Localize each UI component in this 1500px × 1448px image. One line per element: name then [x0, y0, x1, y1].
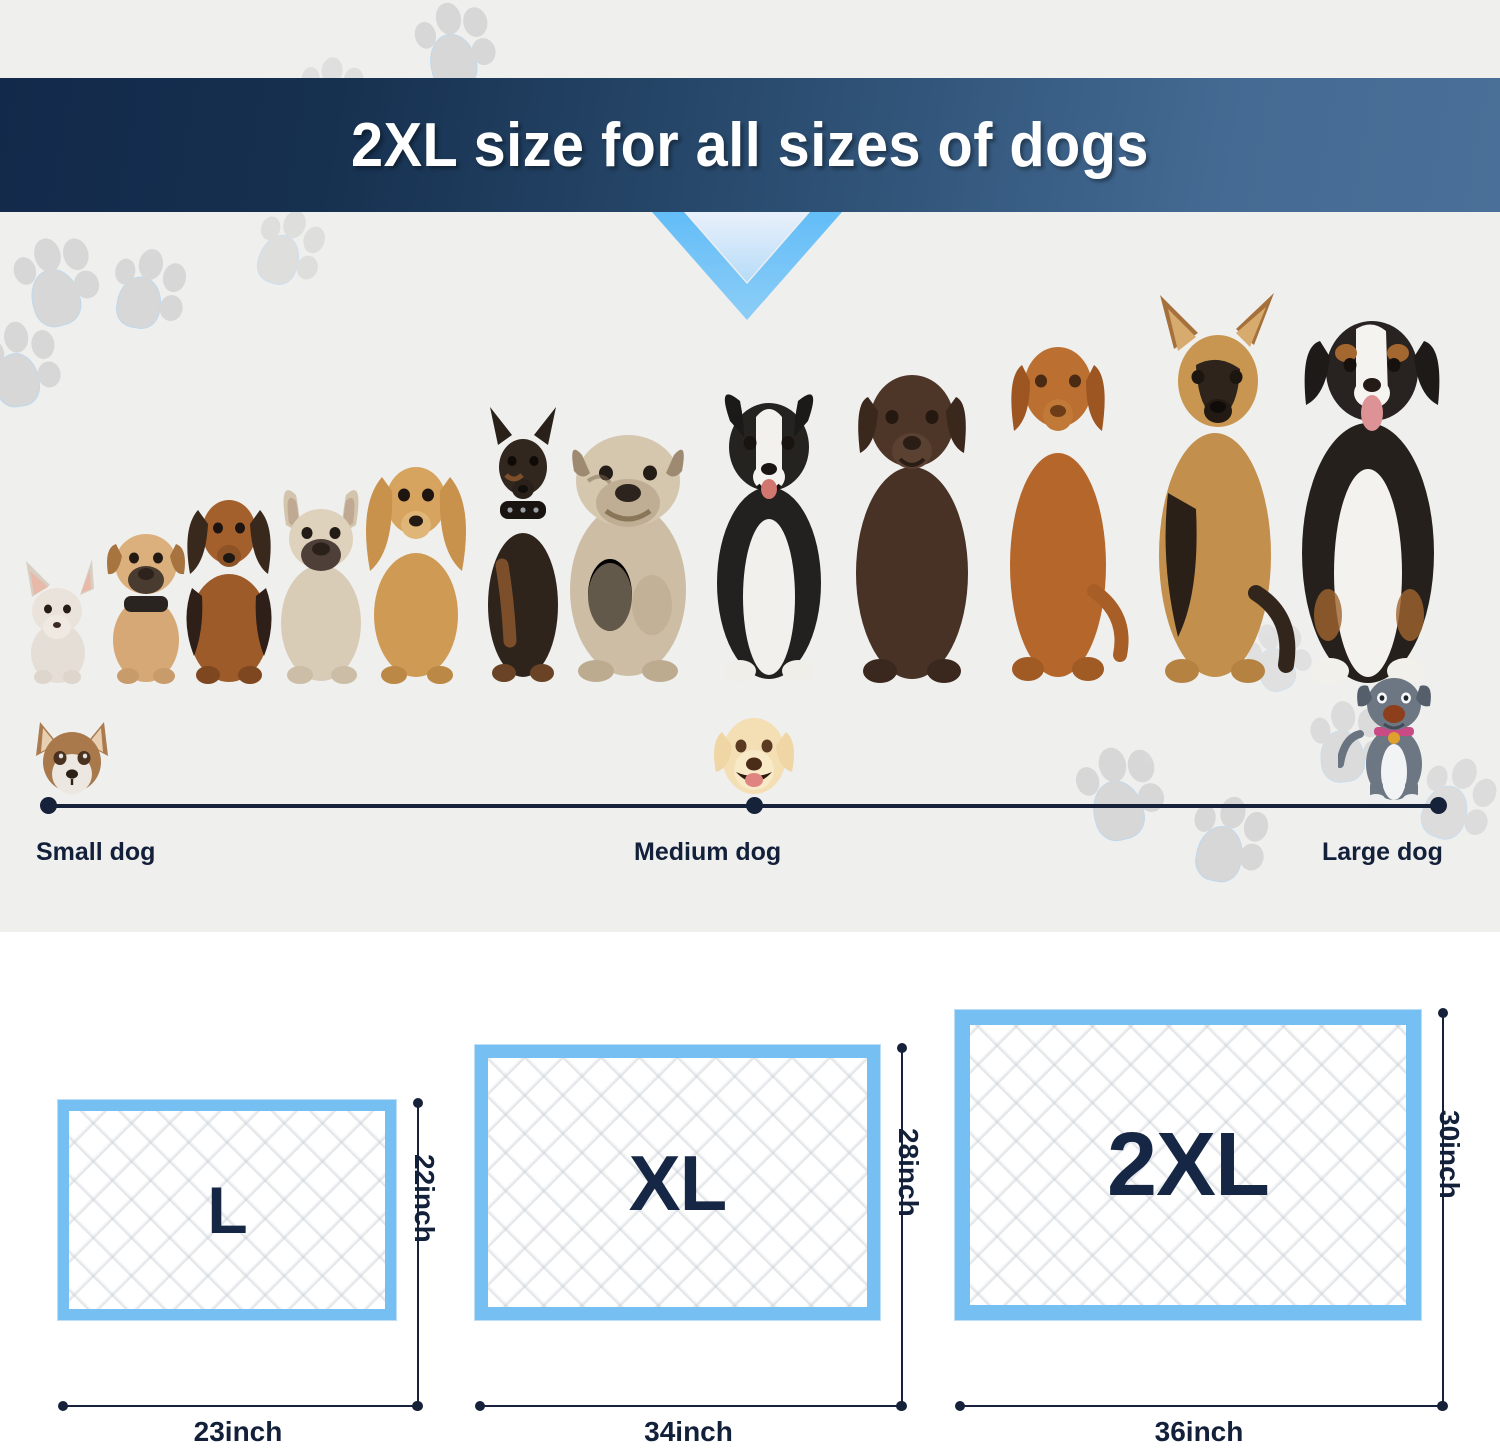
dog-dachshund — [168, 470, 290, 685]
dog-french-bulldog — [258, 455, 384, 685]
pad-xl: XL — [475, 1045, 880, 1320]
pad-2xl-size-label: 2XL — [1106, 1115, 1270, 1215]
header-banner: 2XL size for all sizes of dogs — [0, 78, 1500, 212]
pad-l-height-label: 22inch — [409, 1154, 440, 1243]
large-dog-body-icon — [1336, 672, 1450, 804]
pad-xl-height-dim-line — [901, 1047, 903, 1406]
pad-xl-size-label: XL — [628, 1138, 728, 1227]
pad-l-width-dim-dot-right — [412, 1401, 422, 1411]
dog-size-chart-panel: 2XL size for all sizes of dogs — [0, 0, 1500, 932]
scale-label-large: Large dog — [1322, 838, 1443, 866]
pad-xl-surface: XL — [488, 1058, 867, 1307]
pad-l-height-dim-line — [417, 1102, 419, 1406]
pad-l-width-dim-dot-left — [58, 1401, 68, 1411]
dog-german-shepherd — [1126, 293, 1304, 685]
pad-xl-height-label: 28inch — [893, 1128, 924, 1217]
pad-2xl-width-dim-dot-left — [955, 1401, 965, 1411]
pad-xl-width-dim-line — [479, 1405, 902, 1407]
labrador-face-icon — [706, 710, 802, 802]
dog-chocolate-labrador — [832, 335, 992, 685]
dog-size-lineup — [0, 285, 1500, 685]
pad-l: L — [58, 1100, 396, 1320]
pad-size-comparison-panel: L 22inch 23inch XL 28inch 34inch 2XL — [0, 932, 1500, 1447]
scale-label-small: Small dog — [36, 838, 156, 866]
down-chevron-icon — [652, 212, 842, 324]
scale-endpoint-large — [1430, 797, 1447, 814]
pad-2xl-width-dim-dot-right — [1437, 1401, 1447, 1411]
dog-cocker-spaniel — [352, 435, 480, 685]
scale-endpoint-small — [40, 797, 57, 814]
dog-bernese-mountain-dog — [1268, 285, 1468, 685]
pad-2xl-height-dim-line — [1442, 1012, 1444, 1406]
dog-english-bulldog — [548, 385, 708, 685]
scale-label-medium: Medium dog — [634, 838, 782, 866]
pad-2xl-width-label: 36inch — [1154, 1416, 1244, 1447]
pad-l-height-dim-dot-top — [413, 1098, 423, 1108]
pad-2xl-surface: 2XL — [970, 1025, 1406, 1305]
scale-endpoint-medium — [746, 797, 763, 814]
dog-vizsla — [978, 315, 1138, 685]
pad-xl-width-dim-dot-left — [475, 1401, 485, 1411]
pad-2xl: 2XL — [955, 1010, 1421, 1320]
pad-l-surface: L — [69, 1111, 385, 1309]
pad-2xl-height-label: 30inch — [1434, 1110, 1465, 1199]
size-scale-line — [48, 804, 1438, 808]
pad-l-size-label: L — [207, 1173, 247, 1247]
pad-l-width-label: 23inch — [193, 1416, 283, 1447]
pad-l-width-dim-line — [62, 1405, 418, 1407]
pad-2xl-height-dim-dot-top — [1438, 1008, 1448, 1018]
dog-border-collie — [694, 365, 844, 685]
pad-2xl-width-dim-line — [959, 1405, 1443, 1407]
dog-puggle — [88, 500, 204, 685]
dog-miniature-pinscher — [462, 405, 584, 685]
paw-print-icon — [1069, 731, 1190, 852]
page-title: 2XL size for all sizes of dogs — [351, 110, 1149, 180]
dog-chihuahua — [10, 545, 106, 685]
chihuahua-face-icon — [28, 716, 116, 800]
pad-xl-width-label: 34inch — [644, 1416, 733, 1447]
pad-xl-width-dim-dot-right — [896, 1401, 906, 1411]
pad-xl-height-dim-dot-top — [897, 1043, 907, 1053]
